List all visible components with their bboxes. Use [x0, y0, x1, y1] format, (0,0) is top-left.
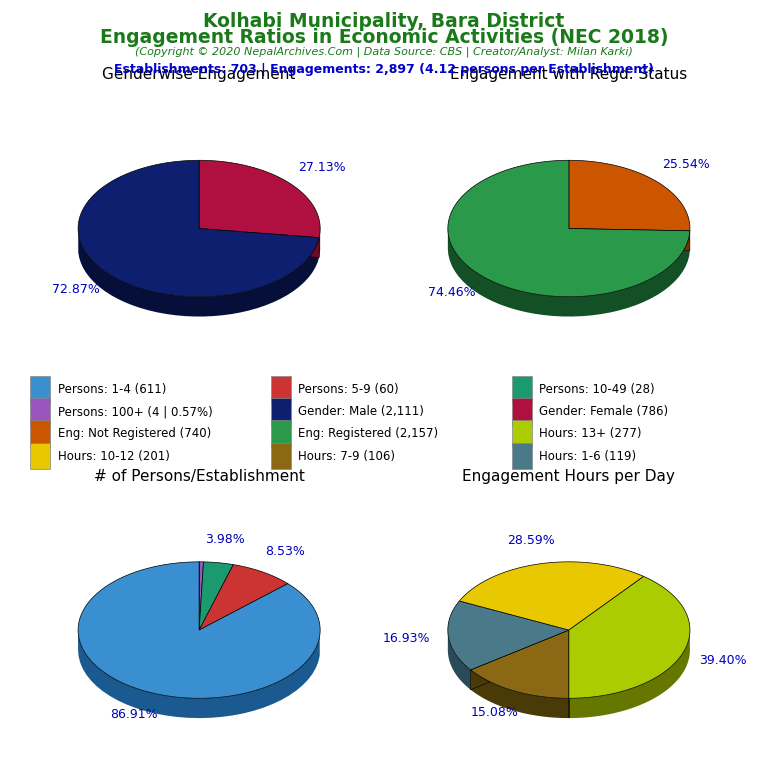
Title: # of Persons/Establishment: # of Persons/Establishment [94, 468, 305, 484]
Text: 27.13%: 27.13% [298, 161, 346, 174]
Text: Gender: Male (2,111): Gender: Male (2,111) [298, 405, 424, 418]
Text: 15.08%: 15.08% [470, 706, 518, 719]
FancyBboxPatch shape [30, 442, 51, 469]
Text: 28.59%: 28.59% [508, 534, 555, 547]
Polygon shape [448, 601, 569, 670]
FancyBboxPatch shape [271, 399, 291, 425]
Polygon shape [199, 562, 233, 630]
Polygon shape [471, 630, 569, 690]
Polygon shape [448, 631, 471, 690]
Polygon shape [471, 630, 569, 698]
Polygon shape [569, 577, 690, 698]
Text: 16.93%: 16.93% [382, 632, 430, 645]
Text: 86.91%: 86.91% [110, 708, 157, 721]
Text: (Copyright © 2020 NepalArchives.Com | Data Source: CBS | Creator/Analyst: Milan : (Copyright © 2020 NepalArchives.Com | Da… [135, 46, 633, 57]
FancyBboxPatch shape [511, 442, 531, 469]
Polygon shape [199, 229, 319, 257]
Polygon shape [569, 631, 690, 718]
Polygon shape [319, 230, 320, 257]
Polygon shape [569, 161, 690, 231]
Text: Persons: 5-9 (60): Persons: 5-9 (60) [298, 382, 399, 396]
FancyBboxPatch shape [511, 376, 531, 402]
Polygon shape [78, 233, 319, 316]
Title: Engagement Hours per Day: Engagement Hours per Day [462, 468, 675, 484]
Polygon shape [448, 161, 690, 296]
Polygon shape [199, 229, 319, 257]
Text: Hours: 13+ (277): Hours: 13+ (277) [539, 427, 641, 440]
Text: Persons: 1-4 (611): Persons: 1-4 (611) [58, 382, 166, 396]
Title: Engagement with Regd. Status: Engagement with Regd. Status [450, 68, 687, 82]
Polygon shape [199, 562, 204, 630]
Polygon shape [569, 229, 690, 250]
Polygon shape [199, 564, 288, 630]
Text: Hours: 10-12 (201): Hours: 10-12 (201) [58, 449, 170, 462]
FancyBboxPatch shape [511, 399, 531, 425]
FancyBboxPatch shape [30, 376, 51, 402]
Text: 8.53%: 8.53% [265, 545, 305, 558]
Text: Kolhabi Municipality, Bara District: Kolhabi Municipality, Bara District [204, 12, 564, 31]
Text: 25.54%: 25.54% [663, 158, 710, 171]
Polygon shape [199, 161, 320, 237]
Polygon shape [78, 631, 319, 718]
Text: Establishments: 703 | Engagements: 2,897 (4.12 persons per Establishment): Establishments: 703 | Engagements: 2,897… [114, 63, 654, 76]
Text: Hours: 1-6 (119): Hours: 1-6 (119) [539, 449, 636, 462]
Polygon shape [569, 229, 690, 250]
Text: Persons: 10-49 (28): Persons: 10-49 (28) [539, 382, 654, 396]
Text: 3.98%: 3.98% [206, 533, 245, 545]
FancyBboxPatch shape [271, 376, 291, 402]
Polygon shape [459, 562, 644, 630]
Text: Eng: Not Registered (740): Eng: Not Registered (740) [58, 427, 211, 440]
FancyBboxPatch shape [30, 421, 51, 447]
Polygon shape [448, 230, 690, 316]
FancyBboxPatch shape [30, 399, 51, 425]
Polygon shape [471, 630, 569, 690]
Text: Engagement Ratios in Economic Activities (NEC 2018): Engagement Ratios in Economic Activities… [100, 28, 668, 48]
Text: 74.46%: 74.46% [428, 286, 475, 299]
Text: Gender: Female (786): Gender: Female (786) [539, 405, 668, 418]
Text: Eng: Registered (2,157): Eng: Registered (2,157) [298, 427, 439, 440]
FancyBboxPatch shape [271, 442, 291, 469]
Text: Persons: 100+ (4 | 0.57%): Persons: 100+ (4 | 0.57%) [58, 405, 213, 418]
Text: 39.40%: 39.40% [700, 654, 747, 667]
FancyBboxPatch shape [511, 421, 531, 447]
Polygon shape [78, 562, 320, 698]
Text: Hours: 7-9 (106): Hours: 7-9 (106) [298, 449, 396, 462]
FancyBboxPatch shape [271, 421, 291, 447]
Polygon shape [471, 670, 569, 718]
Text: 72.87%: 72.87% [52, 283, 100, 296]
Polygon shape [78, 161, 319, 296]
Title: Genderwise Engagement: Genderwise Engagement [102, 68, 296, 82]
